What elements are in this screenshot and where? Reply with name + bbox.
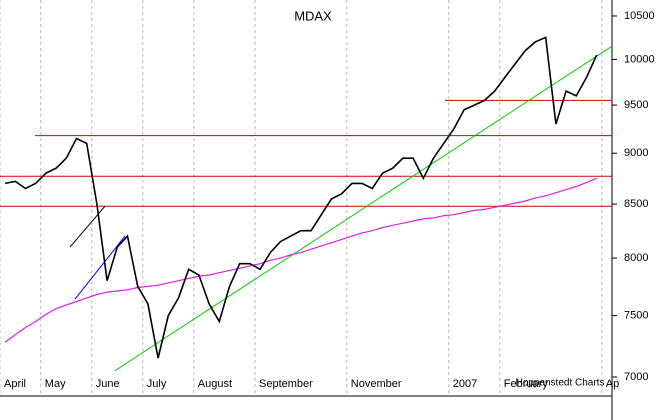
x-tick-label: 2007 — [453, 378, 477, 390]
average-line — [4, 177, 597, 343]
y-tick-label: 7500 — [624, 309, 648, 321]
x-tick-label: November — [351, 378, 402, 390]
chart-title: MDAX — [294, 8, 332, 23]
x-tick-label: August — [198, 378, 232, 390]
y-tick-label: 8500 — [624, 198, 648, 210]
price-line — [4, 36, 598, 359]
x-tick-label: May — [45, 378, 66, 390]
trend-line — [74, 235, 126, 300]
x-tick-label: September — [259, 378, 313, 390]
y-tick-label: 10000 — [624, 53, 655, 65]
annotation: Hoppenstedt Charts — [516, 378, 605, 389]
y-tick-label: 7000 — [624, 371, 648, 383]
y-tick-label: 8000 — [624, 252, 648, 264]
y-tick-label: 9000 — [624, 147, 648, 159]
x-tick-label: April — [4, 378, 26, 390]
x-tick-label: July — [147, 378, 167, 390]
trend-line — [69, 205, 106, 248]
x-tick-label: Ap — [606, 378, 619, 390]
trend-line — [114, 45, 613, 372]
x-tick-label: February — [504, 378, 549, 390]
y-tick-label: 10500 — [624, 10, 655, 22]
x-tick-label: June — [96, 378, 120, 390]
y-tick-label: 9500 — [624, 99, 648, 111]
